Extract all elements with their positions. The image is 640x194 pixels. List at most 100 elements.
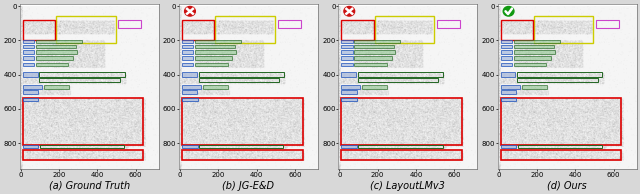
Bar bbox=[341, 145, 357, 148]
Bar bbox=[118, 20, 141, 28]
Bar bbox=[22, 98, 38, 101]
Bar bbox=[36, 50, 77, 54]
Bar bbox=[500, 98, 621, 145]
Bar bbox=[355, 63, 387, 67]
X-axis label: (a) Ground Truth: (a) Ground Truth bbox=[49, 181, 130, 191]
Bar bbox=[22, 45, 34, 48]
Bar bbox=[36, 56, 73, 60]
Bar bbox=[182, 45, 193, 48]
Bar bbox=[22, 145, 38, 148]
Bar bbox=[216, 16, 275, 43]
Bar bbox=[358, 78, 438, 82]
Bar bbox=[22, 63, 34, 67]
Bar bbox=[199, 145, 284, 148]
Bar bbox=[182, 98, 198, 101]
Bar bbox=[39, 78, 120, 82]
Bar bbox=[341, 85, 360, 89]
Bar bbox=[355, 45, 394, 48]
Bar bbox=[517, 72, 602, 77]
Bar bbox=[341, 90, 356, 94]
Bar bbox=[44, 85, 68, 89]
Bar bbox=[500, 150, 621, 160]
Bar bbox=[195, 50, 236, 54]
Bar bbox=[182, 98, 303, 145]
Bar bbox=[437, 20, 460, 28]
Bar bbox=[22, 40, 34, 43]
Bar bbox=[341, 50, 353, 54]
Bar bbox=[341, 45, 353, 48]
Bar bbox=[500, 40, 512, 43]
Bar bbox=[500, 90, 516, 94]
Bar bbox=[355, 56, 392, 60]
Bar bbox=[513, 50, 555, 54]
Bar bbox=[182, 40, 193, 43]
Bar bbox=[22, 50, 34, 54]
Circle shape bbox=[184, 6, 195, 16]
Bar bbox=[182, 145, 198, 148]
Bar bbox=[182, 20, 214, 40]
Bar bbox=[500, 145, 516, 148]
Bar bbox=[341, 98, 462, 145]
Circle shape bbox=[503, 6, 514, 16]
Bar bbox=[36, 45, 76, 48]
Bar bbox=[182, 72, 197, 77]
Bar bbox=[182, 56, 193, 60]
Bar bbox=[195, 45, 235, 48]
Bar bbox=[596, 20, 620, 28]
Circle shape bbox=[344, 6, 355, 16]
Bar bbox=[362, 85, 387, 89]
Bar bbox=[40, 145, 124, 148]
Bar bbox=[341, 150, 462, 160]
Bar bbox=[355, 50, 396, 54]
Bar bbox=[358, 72, 443, 77]
Bar bbox=[195, 63, 227, 67]
Bar bbox=[518, 145, 602, 148]
Bar bbox=[22, 98, 143, 145]
Bar bbox=[358, 145, 443, 148]
Bar bbox=[500, 85, 520, 89]
Bar bbox=[278, 20, 301, 28]
Bar bbox=[182, 63, 193, 67]
Bar bbox=[56, 16, 115, 43]
Bar bbox=[341, 72, 356, 77]
Bar bbox=[517, 78, 598, 82]
Bar bbox=[195, 56, 232, 60]
Bar bbox=[375, 16, 434, 43]
Bar bbox=[182, 85, 201, 89]
Bar bbox=[500, 72, 515, 77]
Bar bbox=[36, 63, 68, 67]
Bar bbox=[500, 56, 512, 60]
Bar bbox=[182, 150, 303, 160]
X-axis label: (b) JG-E&D: (b) JG-E&D bbox=[223, 181, 275, 191]
Bar bbox=[22, 85, 42, 89]
Bar bbox=[198, 72, 284, 77]
Bar bbox=[36, 40, 82, 43]
Bar bbox=[513, 56, 551, 60]
Bar bbox=[198, 78, 279, 82]
Bar bbox=[39, 72, 125, 77]
Bar bbox=[182, 90, 197, 94]
Bar bbox=[22, 56, 34, 60]
Bar bbox=[195, 40, 241, 43]
Bar bbox=[341, 98, 357, 101]
Bar bbox=[341, 56, 353, 60]
Bar bbox=[500, 98, 516, 101]
Bar bbox=[513, 40, 559, 43]
Bar bbox=[500, 45, 512, 48]
X-axis label: (c) LayoutLMv3: (c) LayoutLMv3 bbox=[371, 181, 445, 191]
Bar bbox=[522, 85, 547, 89]
Bar bbox=[203, 85, 228, 89]
Bar bbox=[513, 45, 554, 48]
Bar bbox=[513, 63, 546, 67]
Bar bbox=[341, 20, 374, 40]
Bar bbox=[341, 63, 353, 67]
Bar bbox=[22, 90, 38, 94]
Bar bbox=[355, 40, 400, 43]
Bar bbox=[534, 16, 593, 43]
Bar bbox=[500, 63, 512, 67]
Bar bbox=[22, 20, 55, 40]
Bar bbox=[500, 50, 512, 54]
Bar bbox=[500, 20, 533, 40]
Bar bbox=[22, 150, 143, 160]
Bar bbox=[22, 72, 38, 77]
